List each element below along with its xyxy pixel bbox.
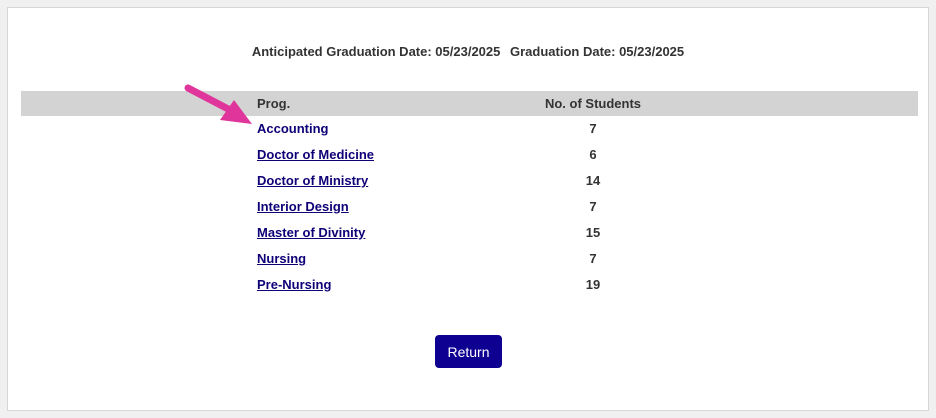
student-count: 7: [589, 121, 597, 136]
table-row: Nursing 7: [21, 246, 918, 272]
table-row: Accounting 7: [21, 116, 918, 142]
return-button[interactable]: Return: [435, 335, 502, 368]
table-row: Doctor of Medicine 6: [21, 142, 918, 168]
report-panel: Anticipated Graduation Date: 05/23/2025 …: [7, 7, 929, 411]
student-count: 6: [589, 147, 597, 162]
graduation-date: Graduation Date: 05/23/2025: [510, 44, 685, 59]
program-link[interactable]: Doctor of Ministry: [257, 173, 369, 188]
table-header: Prog. No. of Students: [21, 91, 918, 116]
column-header-students: No. of Students: [544, 96, 642, 111]
table-row: Interior Design 7: [21, 194, 918, 220]
program-link[interactable]: Accounting: [257, 121, 329, 136]
graduation-dates: Anticipated Graduation Date: 05/23/2025 …: [8, 44, 928, 59]
table-row: Doctor of Ministry 14: [21, 168, 918, 194]
program-link[interactable]: Master of Divinity: [257, 225, 366, 240]
column-header-program: Prog.: [257, 96, 291, 111]
table-row: Master of Divinity 15: [21, 220, 918, 246]
student-count: 7: [589, 251, 597, 266]
student-count: 15: [585, 225, 601, 240]
student-count: 7: [589, 199, 597, 214]
anticipated-graduation-date: Anticipated Graduation Date: 05/23/2025: [251, 44, 501, 59]
program-link[interactable]: Interior Design: [257, 199, 349, 214]
student-count: 14: [585, 173, 601, 188]
table-row: Pre-Nursing 19: [21, 272, 918, 298]
student-count: 19: [585, 277, 601, 292]
annotation-arrow-icon: [184, 84, 252, 124]
program-link[interactable]: Nursing: [257, 251, 307, 266]
program-link[interactable]: Pre-Nursing: [257, 277, 332, 292]
program-link[interactable]: Doctor of Medicine: [257, 147, 375, 162]
